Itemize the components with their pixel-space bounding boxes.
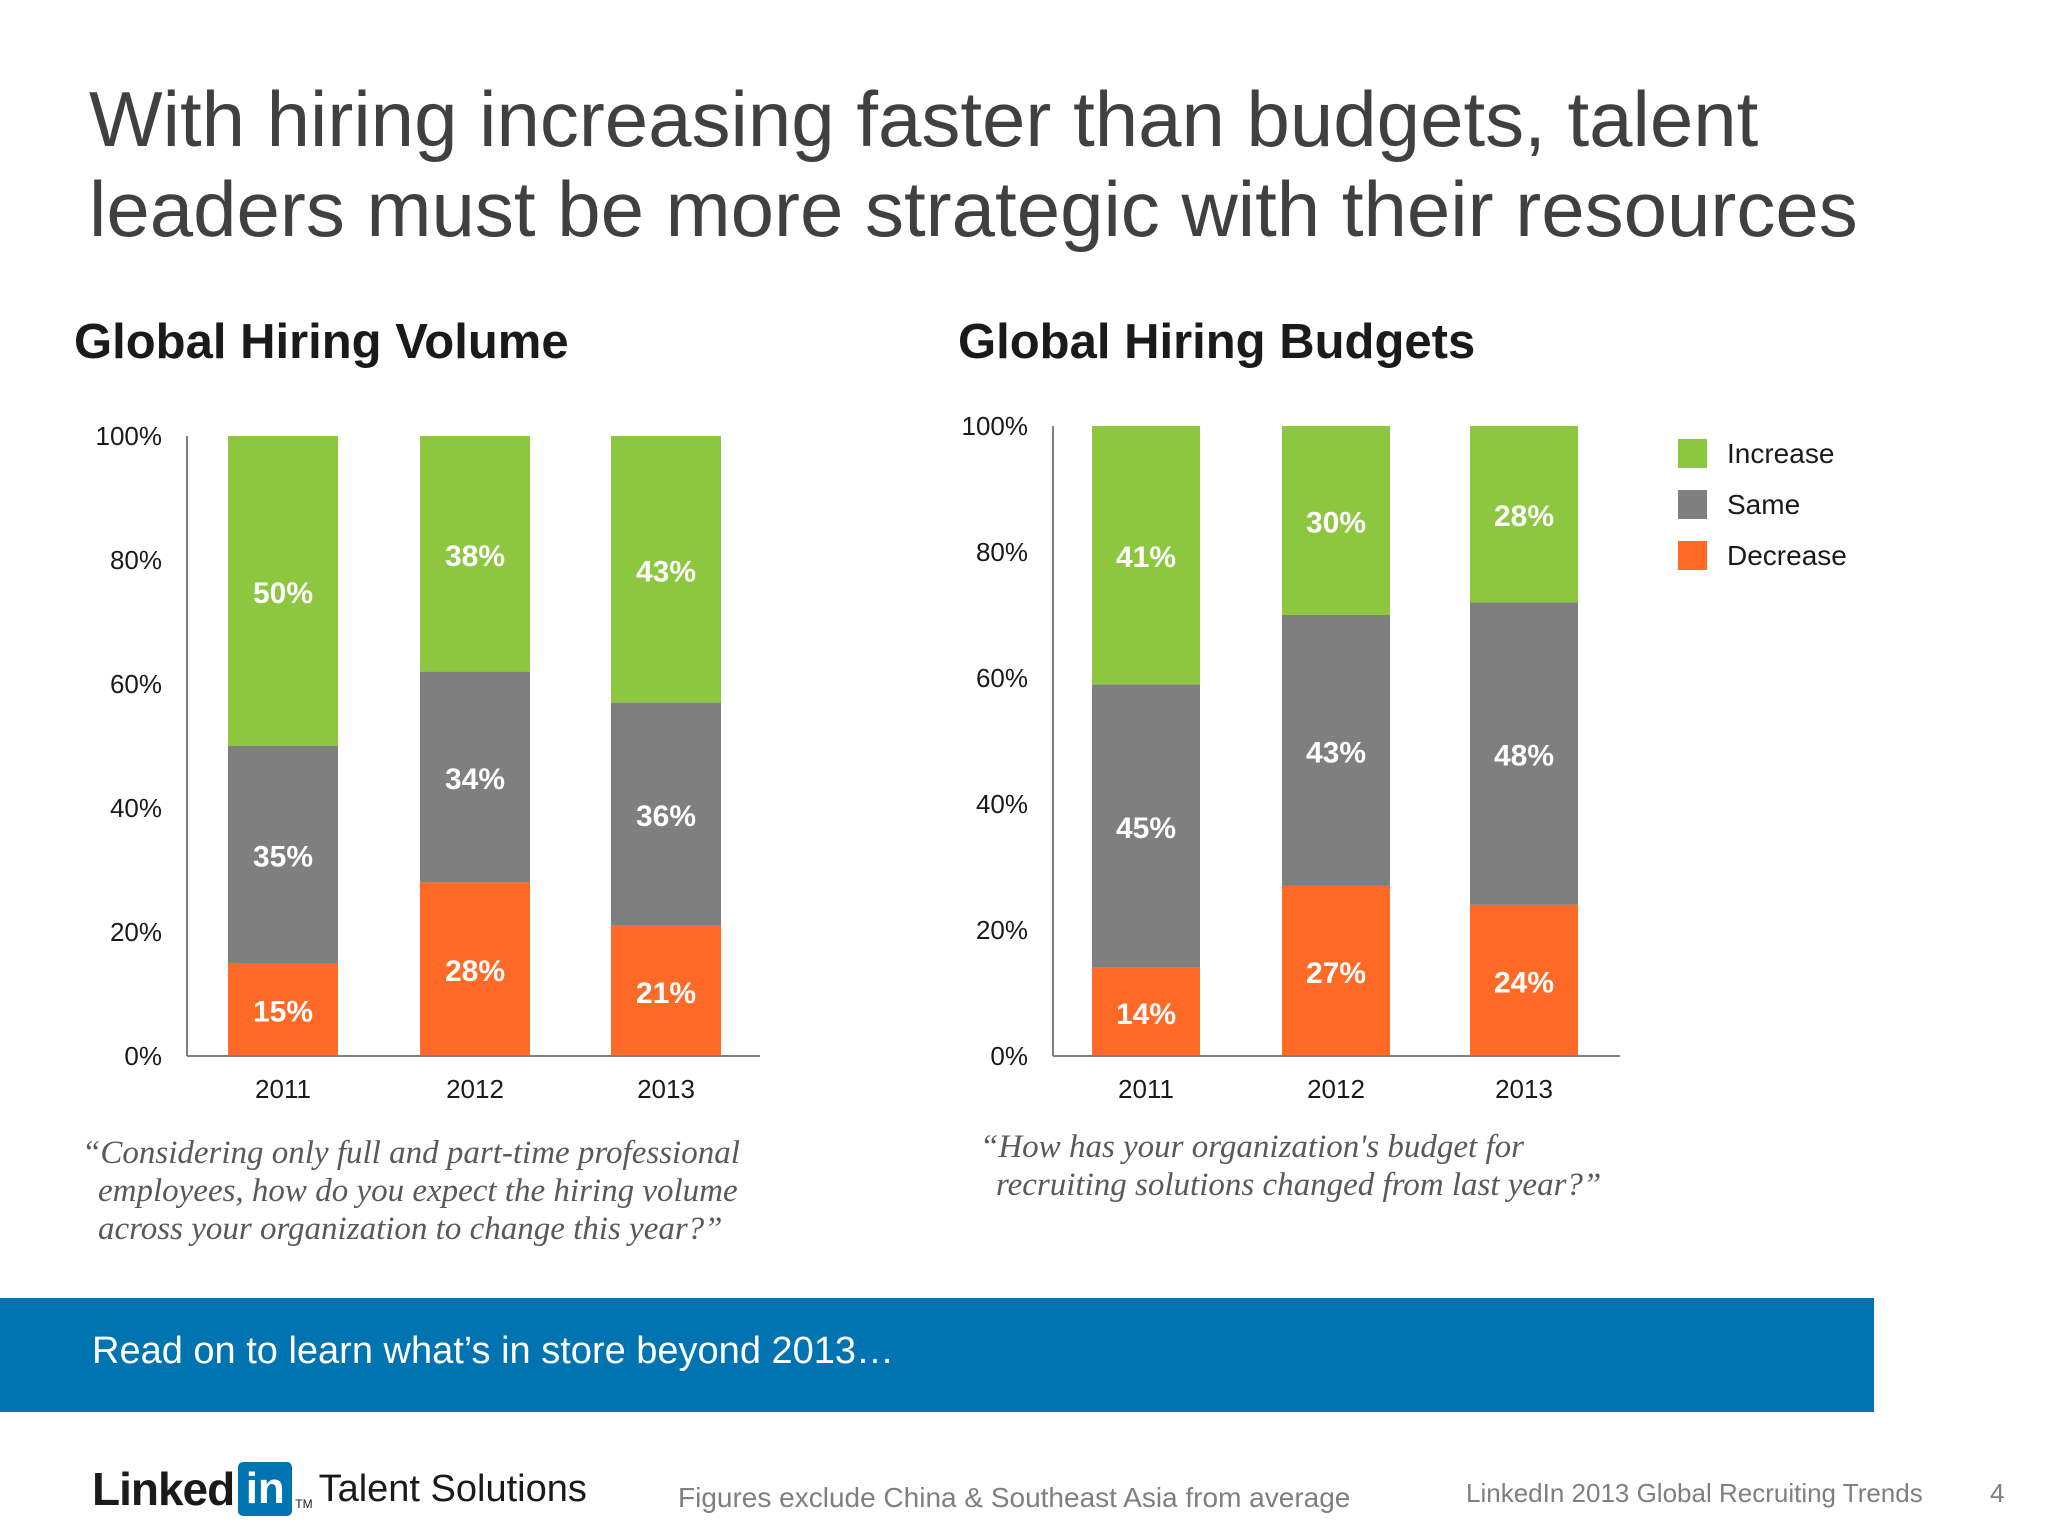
data-label: 34%	[445, 763, 505, 796]
y-tick-label: 80%	[110, 545, 162, 575]
x-tick-label: 2013	[1495, 1074, 1553, 1104]
page-number: 4	[1990, 1478, 2005, 1508]
data-label: 24%	[1494, 966, 1554, 999]
data-label: 28%	[1494, 500, 1554, 533]
linkedin-talent-solutions-logo: Linked in TM Talent Solutions	[92, 1461, 587, 1517]
bar-segment-increase-2012	[420, 436, 530, 672]
data-label: 36%	[636, 800, 696, 833]
bar-segment-increase-2011	[1092, 426, 1200, 685]
bar-segment-same-2012	[1282, 615, 1390, 886]
footnote: Figures exclude China & Southeast Asia f…	[678, 1482, 1351, 1513]
charts-canvas: 0% 20% 40% 60% 80% 100% 15% 35% 50% 2011 28% 34% 38%…	[96, 411, 1620, 1104]
report-title: LinkedIn 2013 Global Recruiting Trends	[1466, 1478, 1923, 1508]
logo-in-box: in	[238, 1462, 293, 1516]
x-tick-label: 2012	[446, 1074, 504, 1104]
legend-item-increase: Increase	[1678, 428, 1847, 479]
bar-segment-decrease-2011	[1092, 967, 1200, 1056]
y-tick-label: 100%	[962, 411, 1029, 441]
data-label: 27%	[1306, 957, 1366, 990]
x-tick-label: 2011	[1118, 1074, 1174, 1104]
legend-label-increase: Increase	[1727, 437, 1835, 469]
chart-hiring-volume: 0% 20% 40% 60% 80% 100% 15% 35% 50% 2011 28% 34% 38%…	[96, 421, 760, 1104]
survey-question-hiring-budgets: “How has your organization's budget for …	[980, 1128, 1720, 1204]
x-tick-label: 2013	[637, 1074, 695, 1104]
question-line: across your organization to change this …	[98, 1211, 723, 1247]
data-label: 14%	[1116, 998, 1176, 1031]
legend-label-decrease: Decrease	[1727, 539, 1847, 571]
data-label: 41%	[1116, 541, 1176, 574]
banner-text: Read on to learn what’s in store beyond …	[92, 1330, 895, 1372]
bar-segment-same-2012	[420, 671, 530, 883]
question-line: recruiting solutions changed from last y…	[996, 1167, 1602, 1203]
bar-segment-decrease-2013	[611, 925, 721, 1056]
data-label: 15%	[253, 996, 313, 1029]
question-line: “Considering only full and part-time pro…	[82, 1135, 740, 1171]
x-tick-label: 2011	[255, 1074, 311, 1104]
survey-question-hiring-volume: “Considering only full and part-time pro…	[82, 1134, 822, 1248]
legend-item-same: Same	[1678, 479, 1847, 530]
x-tick-label: 2012	[1307, 1074, 1365, 1104]
page-title: With hiring increasing faster than budge…	[89, 75, 1858, 253]
logo-wordmark: Linked	[92, 1463, 235, 1515]
bar-segment-increase-2011	[228, 436, 338, 746]
legend-swatch-same	[1678, 490, 1707, 519]
y-tick-label: 60%	[976, 663, 1028, 693]
callout-banner: Read on to learn what’s in store beyond …	[0, 1298, 1874, 1412]
bar-segment-increase-2013	[611, 436, 721, 703]
legend-swatch-decrease	[1678, 541, 1707, 570]
data-label: 43%	[636, 555, 696, 588]
y-tick-label: 40%	[976, 789, 1028, 819]
bar-segment-increase-2012	[1282, 426, 1390, 615]
data-label: 45%	[1116, 812, 1176, 845]
legend-label-same: Same	[1727, 488, 1801, 520]
y-tick-label: 20%	[110, 917, 162, 947]
y-tick-label: 100%	[96, 421, 163, 451]
bar-segment-same-2013	[1470, 602, 1578, 905]
bar-segment-decrease-2011	[228, 963, 338, 1056]
y-tick-label: 60%	[110, 669, 162, 699]
data-label: 43%	[1306, 736, 1366, 769]
data-label: 21%	[636, 977, 696, 1010]
question-line: employees, how do you expect the hiring …	[98, 1173, 738, 1209]
bar-segment-decrease-2012	[420, 882, 530, 1056]
y-tick-label: 20%	[976, 915, 1028, 945]
data-label: 35%	[253, 841, 313, 874]
y-tick-label: 80%	[976, 537, 1028, 567]
bar-segment-same-2013	[611, 702, 721, 926]
bar-segment-decrease-2013	[1470, 904, 1578, 1056]
chart-hiring-budgets: 0% 20% 40% 60% 80% 100% 14% 45% 41% 2011 27% 43% 30%…	[962, 411, 1620, 1104]
bar-segment-decrease-2012	[1282, 885, 1390, 1056]
legend-item-decrease: Decrease	[1678, 530, 1847, 581]
data-label: 38%	[445, 540, 505, 573]
y-tick-label: 0%	[124, 1041, 162, 1071]
chart-title-hiring-budgets: Global Hiring Budgets	[958, 315, 1476, 369]
legend-swatch-increase	[1678, 439, 1707, 468]
data-label: 48%	[1494, 740, 1554, 773]
logo-trademark: TM	[295, 1497, 313, 1511]
data-label: 50%	[253, 577, 313, 610]
chart-title-hiring-volume: Global Hiring Volume	[74, 315, 569, 369]
bar-segment-same-2011	[1092, 684, 1200, 968]
y-tick-label: 40%	[110, 793, 162, 823]
y-tick-label: 0%	[990, 1041, 1028, 1071]
data-label: 30%	[1306, 507, 1366, 540]
chart-legend: Increase Same Decrease	[1678, 428, 1847, 581]
bar-segment-same-2011	[228, 746, 338, 963]
data-label: 28%	[445, 955, 505, 988]
bar-segment-increase-2013	[1470, 426, 1578, 603]
question-line: “How has your organization's budget for	[980, 1129, 1524, 1165]
logo-subtitle: Talent Solutions	[318, 1467, 587, 1510]
